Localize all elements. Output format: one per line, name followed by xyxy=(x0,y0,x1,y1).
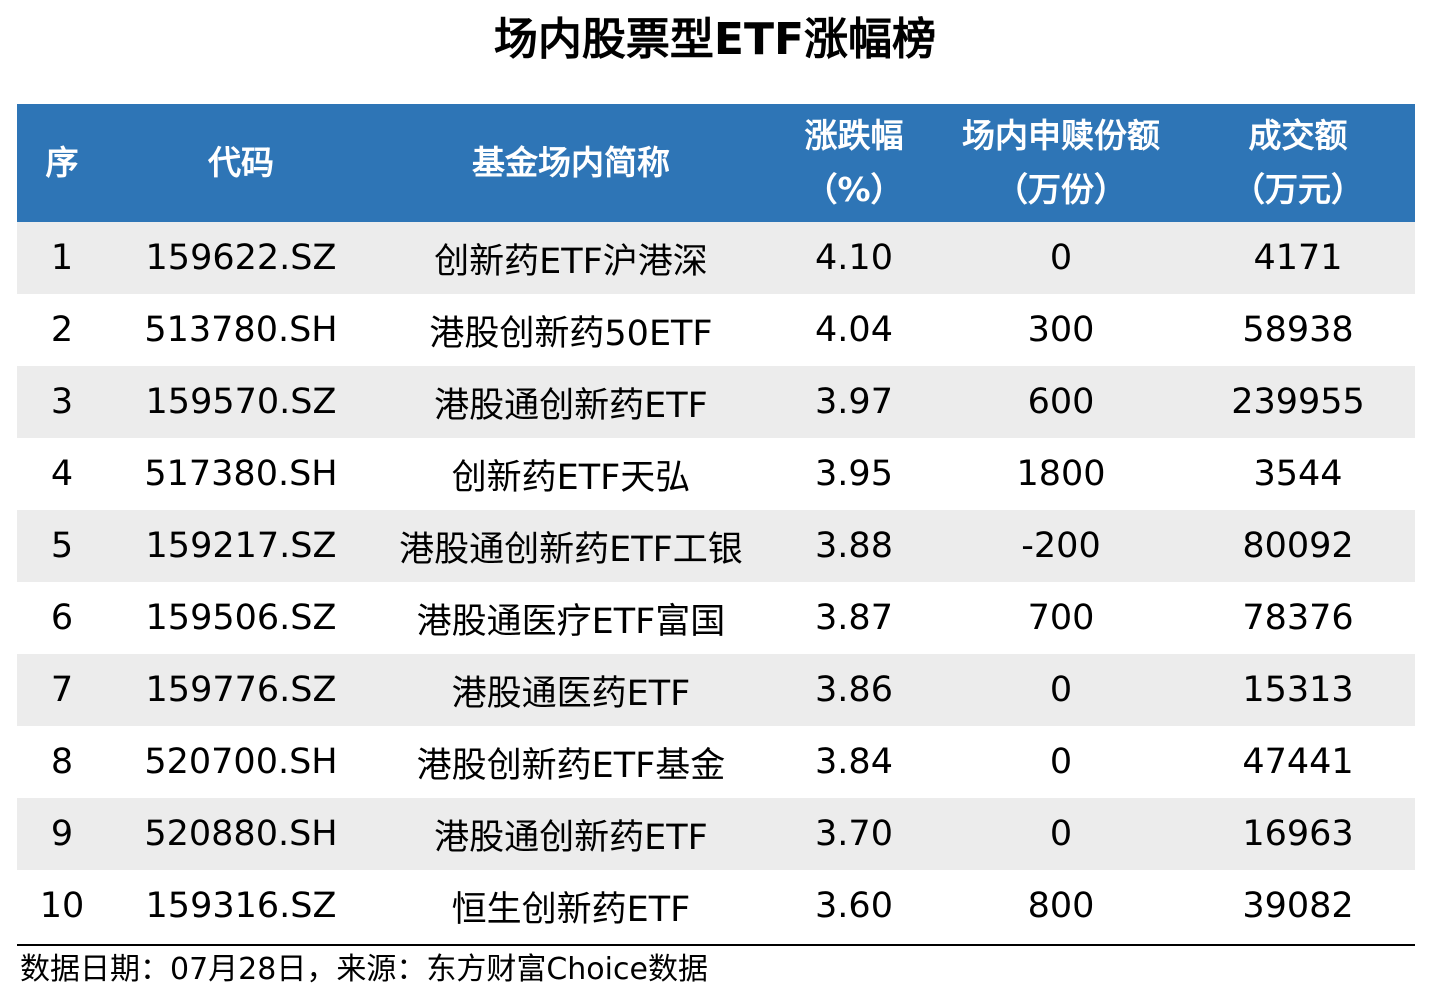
name-cell: 港股通医药ETF xyxy=(451,673,691,714)
code-cell: 159622.SZ xyxy=(145,238,337,278)
change-cell: 3.60 xyxy=(815,886,893,926)
code-cell: 159217.SZ xyxy=(145,526,337,566)
name-cell: 创新药ETF天弘 xyxy=(451,457,691,498)
rank-cell: 3 xyxy=(50,382,74,422)
table-row: 5 159217.SZ 港股通创新药ETF工银 3.88 -200 80092 xyxy=(17,510,1415,582)
header-shares: 场内申赎份额 （万份） xyxy=(941,104,1181,222)
shares-cell: 0 xyxy=(1049,814,1073,854)
turnover-cell: 3544 xyxy=(1253,454,1343,494)
header-turnover: 成交额 （万元） xyxy=(1181,104,1415,222)
name-cell: 恒生创新药ETF xyxy=(451,889,691,930)
name-cell: 港股通创新药ETF xyxy=(434,385,708,426)
rank-cell: 5 xyxy=(50,526,74,566)
header-turnover-unit: （万元） xyxy=(1232,170,1364,209)
header-shares-label: 场内申赎份额 xyxy=(962,116,1160,155)
header-name: 基金场内简称 xyxy=(375,104,767,222)
table-row: 8 520700.SH 港股创新药ETF基金 3.84 0 47441 xyxy=(17,726,1415,798)
table-row: 7 159776.SZ 港股通医药ETF 3.86 0 15313 xyxy=(17,654,1415,726)
table-row: 10 159316.SZ 恒生创新药ETF 3.60 800 39082 xyxy=(17,870,1415,942)
header-name-label: 基金场内简称 xyxy=(472,143,670,182)
code-cell: 159316.SZ xyxy=(145,886,337,926)
turnover-cell: 58938 xyxy=(1242,310,1354,350)
name-cell: 港股创新药50ETF xyxy=(429,313,713,354)
rank-cell: 1 xyxy=(50,238,74,278)
change-cell: 3.87 xyxy=(815,598,893,638)
name-cell: 港股通医疗ETF富国 xyxy=(416,601,726,642)
shares-cell: -200 xyxy=(1021,526,1101,566)
rank-cell: 7 xyxy=(50,670,74,710)
turnover-cell: 239955 xyxy=(1231,382,1365,422)
header-code-label: 代码 xyxy=(208,143,274,182)
header-change-unit: （%） xyxy=(804,170,904,209)
change-cell: 4.10 xyxy=(815,238,893,278)
header-change: 涨跌幅 （%） xyxy=(767,104,941,222)
table-row: 4 517380.SH 创新药ETF天弘 3.95 1800 3544 xyxy=(17,438,1415,510)
shares-cell: 300 xyxy=(1027,310,1095,350)
change-cell: 3.70 xyxy=(815,814,893,854)
turnover-cell: 39082 xyxy=(1242,886,1354,926)
header-shares-unit: （万份） xyxy=(995,170,1127,209)
header-code: 代码 xyxy=(107,104,375,222)
change-cell: 3.88 xyxy=(815,526,893,566)
change-cell: 4.04 xyxy=(815,310,893,350)
name-cell: 港股通创新药ETF xyxy=(434,817,708,858)
source-note: 数据日期：07月28日，来源：东方财富Choice数据 xyxy=(20,952,708,987)
turnover-cell: 78376 xyxy=(1242,598,1354,638)
turnover-cell: 16963 xyxy=(1242,814,1354,854)
code-cell: 520880.SH xyxy=(144,814,338,854)
rank-cell: 8 xyxy=(50,742,74,782)
shares-cell: 800 xyxy=(1027,886,1095,926)
shares-cell: 1800 xyxy=(1016,454,1106,494)
page-title: 场内股票型ETF涨幅榜 xyxy=(493,14,937,65)
change-cell: 3.95 xyxy=(815,454,893,494)
table-row: 2 513780.SH 港股创新药50ETF 4.04 300 58938 xyxy=(17,294,1415,366)
code-cell: 159776.SZ xyxy=(145,670,337,710)
table-row: 6 159506.SZ 港股通医疗ETF富国 3.87 700 78376 xyxy=(17,582,1415,654)
turnover-cell: 80092 xyxy=(1242,526,1354,566)
header-rank-label: 序 xyxy=(45,143,79,182)
turnover-cell: 4171 xyxy=(1253,238,1343,278)
rank-cell: 4 xyxy=(50,454,74,494)
shares-cell: 0 xyxy=(1049,742,1073,782)
turnover-cell: 47441 xyxy=(1242,742,1354,782)
rank-cell: 6 xyxy=(50,598,74,638)
footer-divider xyxy=(17,944,1415,946)
shares-cell: 600 xyxy=(1027,382,1095,422)
table-row: 1 159622.SZ 创新药ETF沪港深 4.10 0 4171 xyxy=(17,222,1415,294)
name-cell: 创新药ETF沪港深 xyxy=(434,241,708,282)
table-row: 3 159570.SZ 港股通创新药ETF 3.97 600 239955 xyxy=(17,366,1415,438)
header-change-label: 涨跌幅 xyxy=(804,116,904,155)
header-rank: 序 xyxy=(17,104,107,222)
shares-cell: 0 xyxy=(1049,238,1073,278)
name-cell: 港股创新药ETF基金 xyxy=(416,745,726,786)
rank-cell: 9 xyxy=(50,814,74,854)
name-cell: 港股通创新药ETF工银 xyxy=(399,529,743,570)
shares-cell: 0 xyxy=(1049,670,1073,710)
header-turnover-label: 成交额 xyxy=(1248,116,1348,155)
change-cell: 3.84 xyxy=(815,742,893,782)
code-cell: 159570.SZ xyxy=(145,382,337,422)
code-cell: 159506.SZ xyxy=(145,598,337,638)
code-cell: 513780.SH xyxy=(144,310,338,350)
turnover-cell: 15313 xyxy=(1242,670,1354,710)
code-cell: 520700.SH xyxy=(144,742,338,782)
rank-cell: 10 xyxy=(39,886,85,926)
change-cell: 3.97 xyxy=(815,382,893,422)
change-cell: 3.86 xyxy=(815,670,893,710)
shares-cell: 700 xyxy=(1027,598,1095,638)
table-header: 序 代码 基金场内简称 涨跌幅 （%） 场内申赎份额 （万份） 成交额 （万元） xyxy=(17,104,1415,222)
etf-ranking-table: 序 代码 基金场内简称 涨跌幅 （%） 场内申赎份额 （万份） 成交额 （万元）… xyxy=(17,104,1415,942)
table-row: 9 520880.SH 港股通创新药ETF 3.70 0 16963 xyxy=(17,798,1415,870)
rank-cell: 2 xyxy=(50,310,74,350)
code-cell: 517380.SH xyxy=(144,454,338,494)
